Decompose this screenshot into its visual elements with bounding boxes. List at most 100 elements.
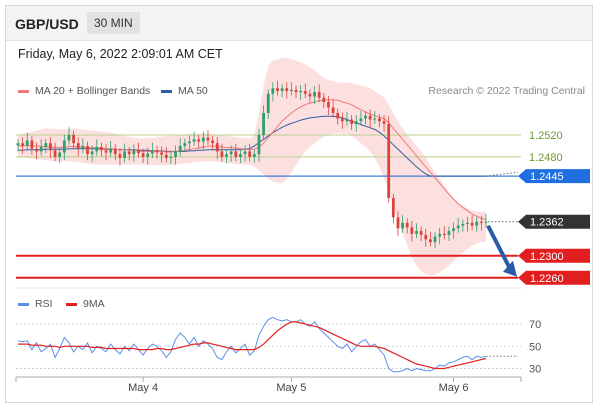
instrument-title: GBP/USD	[15, 16, 79, 32]
resistance-label: 1.2480	[529, 152, 563, 164]
candle-bear	[350, 119, 354, 124]
candle-bull	[201, 137, 205, 142]
candle-bear	[234, 151, 238, 157]
candle-bull	[192, 139, 196, 142]
candle-bear	[21, 143, 25, 146]
legend-ma50: MA 50	[161, 85, 208, 97]
legend-9ma: 9MA	[66, 298, 105, 310]
candle-bear	[331, 107, 335, 113]
candle-bear	[160, 152, 164, 155]
candle-bear	[72, 134, 75, 144]
rsi-tick-label: 70	[529, 319, 541, 331]
support-label: 1.2300	[530, 251, 564, 263]
candle-bull	[39, 147, 43, 152]
candle-bull	[174, 151, 177, 157]
level-labels: 1.2520 1.2480 1.2445 1.2362 1.2300 1.2260	[518, 130, 590, 285]
bollinger-band	[18, 58, 486, 276]
legend-rsi-label: RSI	[35, 298, 53, 310]
candle-bull	[280, 88, 284, 91]
candle-bull	[90, 151, 94, 155]
resistance-label: 1.2520	[529, 130, 563, 142]
candle-bull	[299, 91, 303, 93]
candle-bull	[271, 88, 275, 94]
candle-bear	[442, 233, 446, 235]
candle-bear	[336, 112, 340, 119]
rsi-ma-line	[18, 321, 487, 370]
candle-bear	[220, 151, 224, 157]
legend-9ma-swatch	[66, 302, 77, 306]
forecast-arrow-shaft	[486, 224, 512, 270]
candle-bear	[118, 154, 122, 159]
candle-bull	[239, 154, 242, 157]
candle-bear	[53, 150, 57, 157]
candle-bear	[410, 227, 414, 234]
candle-bear	[470, 222, 474, 226]
candle-bull	[266, 93, 270, 113]
candle-bear	[303, 91, 307, 94]
candle-bull	[433, 236, 437, 243]
candle-bull	[257, 134, 261, 155]
candle-bull	[252, 154, 256, 157]
candle-bear	[35, 148, 38, 152]
candle-bear	[382, 121, 386, 124]
candle-bear	[424, 234, 428, 240]
candle-bear	[391, 198, 395, 218]
chart-datetime: Friday, May 6, 2022 2:09:01 AM CET	[18, 47, 223, 61]
price-label: 1.2362	[530, 217, 564, 229]
candle-bull	[150, 150, 154, 154]
candles-layer	[16, 80, 488, 249]
candle-bull	[373, 118, 377, 120]
legend-ma50-label: MA 50	[178, 85, 208, 97]
candle-bull	[354, 121, 358, 124]
candle-bull	[466, 222, 469, 224]
candle-bull	[401, 222, 404, 229]
candle-bear	[155, 150, 159, 153]
candle-bull	[225, 154, 228, 157]
support-label-box	[518, 248, 590, 263]
candle-bull	[359, 118, 363, 122]
pivot-label-box	[518, 169, 590, 184]
legend-ma20-label: MA 20 + Bollinger Bands	[35, 85, 151, 97]
legend-rsi: RSI	[18, 298, 53, 310]
timeframe-badge[interactable]: 30 MIN	[87, 12, 140, 34]
candle-bear	[396, 217, 400, 229]
candle-bear	[294, 89, 298, 93]
rsi-panel: 70 50 30	[16, 287, 541, 375]
candle-bear	[197, 139, 201, 142]
candle-bull	[183, 143, 187, 146]
candle-bear	[215, 143, 219, 152]
chart-canvas: 1.2520 1.2480 1.2445 1.2362 1.2300 1.2260 70 5…	[15, 58, 590, 394]
candle-bull	[58, 152, 62, 157]
candle-bear	[86, 145, 89, 155]
candle-bear	[113, 148, 117, 155]
candle-bull	[345, 119, 349, 122]
legend-ma20-swatch	[18, 89, 29, 93]
candle-bull	[364, 115, 367, 119]
candle-bull	[415, 231, 418, 234]
candle-bull	[243, 151, 247, 155]
candle-bear	[104, 150, 108, 153]
candle-bull	[229, 151, 233, 155]
candle-bull	[169, 156, 173, 159]
candle-bear	[211, 140, 215, 144]
support-label-box	[518, 270, 590, 285]
candle-bear	[479, 221, 483, 223]
rsi-tick-label: 30	[529, 363, 541, 375]
candle-bear	[419, 231, 423, 235]
candle-bear	[368, 115, 372, 120]
candle-bear	[276, 88, 279, 91]
candle-bear	[49, 143, 52, 151]
legend-9ma-label: 9MA	[83, 298, 105, 310]
time-axis-label: May 6	[439, 382, 469, 394]
candle-bull	[262, 112, 265, 135]
candle-bull	[438, 233, 442, 237]
chart-header: GBP/USD 30 MIN	[6, 6, 592, 41]
time-axis: May 4 May 5 May 6	[15, 376, 522, 394]
candle-bear	[248, 151, 252, 157]
candle-bear	[308, 93, 312, 97]
legend-ma50-swatch	[161, 89, 172, 93]
candle-bear	[327, 101, 330, 108]
price-label-box	[518, 214, 590, 229]
bollinger-band-area	[18, 58, 486, 276]
candle-bull	[44, 143, 48, 148]
